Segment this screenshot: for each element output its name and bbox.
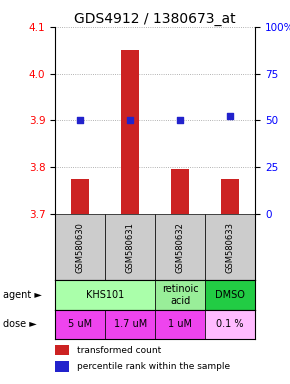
Text: percentile rank within the sample: percentile rank within the sample xyxy=(77,362,230,371)
Text: GSM580633: GSM580633 xyxy=(226,222,235,273)
Bar xyxy=(55,214,105,280)
Text: 5 uM: 5 uM xyxy=(68,319,92,329)
Text: KHS101: KHS101 xyxy=(86,290,124,300)
Bar xyxy=(55,310,105,339)
Bar xyxy=(222,179,239,214)
Bar xyxy=(155,214,205,280)
Text: GSM580630: GSM580630 xyxy=(76,222,85,273)
Point xyxy=(78,118,82,124)
Text: transformed count: transformed count xyxy=(77,346,161,355)
Text: retinoic
acid: retinoic acid xyxy=(162,284,198,306)
Title: GDS4912 / 1380673_at: GDS4912 / 1380673_at xyxy=(74,12,236,26)
Bar xyxy=(205,310,255,339)
Point xyxy=(228,113,233,119)
Text: DMSO: DMSO xyxy=(215,290,245,300)
Bar xyxy=(105,310,155,339)
Text: 0.1 %: 0.1 % xyxy=(216,319,244,329)
Bar xyxy=(105,214,155,280)
Text: GSM580631: GSM580631 xyxy=(126,222,135,273)
Point xyxy=(178,118,182,124)
Bar xyxy=(55,280,155,310)
Bar xyxy=(171,169,189,214)
Bar xyxy=(205,214,255,280)
Text: 1 uM: 1 uM xyxy=(168,319,192,329)
Text: agent ►: agent ► xyxy=(3,290,42,300)
Point xyxy=(128,118,133,124)
Bar xyxy=(122,50,139,214)
Bar xyxy=(71,179,89,214)
Bar xyxy=(55,361,69,372)
Text: dose ►: dose ► xyxy=(3,319,37,329)
Bar xyxy=(155,310,205,339)
Text: GSM580632: GSM580632 xyxy=(176,222,185,273)
Bar xyxy=(55,345,69,355)
Bar xyxy=(155,280,205,310)
Text: 1.7 uM: 1.7 uM xyxy=(113,319,147,329)
Bar xyxy=(205,280,255,310)
